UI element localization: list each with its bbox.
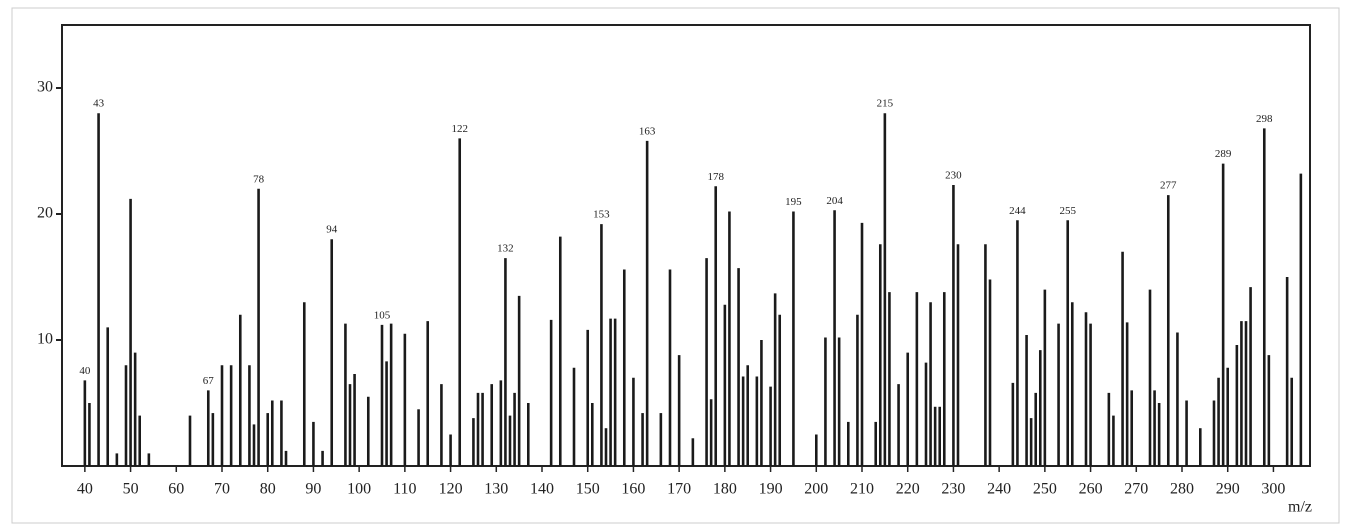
x-tick-label: 120	[439, 481, 463, 498]
peak-label: 195	[785, 196, 802, 208]
peak-label: 277	[1160, 180, 1177, 192]
peak-label: 40	[79, 365, 91, 377]
x-tick-label: 160	[621, 481, 645, 498]
x-tick-label: 280	[1170, 481, 1194, 498]
peak-label: 122	[451, 123, 468, 135]
peak-label: 163	[639, 125, 656, 137]
x-tick-label: 200	[804, 481, 828, 498]
x-tick-label: 180	[713, 481, 737, 498]
x-tick-label: 40	[77, 481, 93, 498]
peak-label: 298	[1256, 113, 1273, 125]
x-tick-label: 170	[667, 481, 691, 498]
x-tick-label: 110	[393, 481, 416, 498]
x-tick-label: 260	[1079, 481, 1103, 498]
peak-label: 289	[1215, 148, 1232, 160]
peak-label: 132	[497, 243, 514, 255]
x-tick-label: 150	[576, 481, 600, 498]
x-tick-label: 300	[1261, 481, 1285, 498]
x-tick-label: 270	[1124, 481, 1148, 498]
x-tick-label: 250	[1033, 481, 1057, 498]
x-tick-label: 230	[941, 481, 965, 498]
y-tick-label: 30	[37, 79, 53, 96]
peak-label: 43	[93, 98, 105, 110]
x-tick-label: 220	[896, 481, 920, 498]
y-tick-label: 10	[37, 331, 53, 348]
x-tick-label: 70	[214, 481, 230, 498]
x-tick-label: 50	[123, 481, 139, 498]
peak-label: 255	[1059, 205, 1076, 217]
x-tick-label: 80	[260, 481, 276, 498]
x-tick-label: 290	[1216, 481, 1240, 498]
peak-label: 204	[826, 195, 843, 207]
peak-label: 230	[945, 170, 962, 182]
peak-label: 105	[374, 309, 391, 321]
x-tick-label: 140	[530, 481, 554, 498]
x-tick-label: 100	[347, 481, 371, 498]
peak-label: 244	[1009, 205, 1026, 217]
peak-label: 67	[203, 375, 215, 387]
peak-label: 78	[253, 173, 265, 185]
x-tick-label: 60	[168, 481, 184, 498]
x-tick-label: 90	[305, 481, 321, 498]
x-axis-label: m/z	[1288, 499, 1312, 516]
peak-label: 215	[877, 98, 894, 110]
peak-label: 153	[593, 209, 610, 221]
x-tick-label: 190	[759, 481, 783, 498]
plot-frame	[61, 24, 1311, 467]
y-tick-label: 20	[37, 205, 53, 222]
frame	[11, 7, 1340, 524]
x-tick-label: 240	[987, 481, 1011, 498]
x-tick-label: 210	[850, 481, 874, 498]
peak-label: 94	[326, 224, 338, 236]
peak-label: 178	[707, 171, 724, 183]
x-tick-label: 130	[484, 481, 508, 498]
